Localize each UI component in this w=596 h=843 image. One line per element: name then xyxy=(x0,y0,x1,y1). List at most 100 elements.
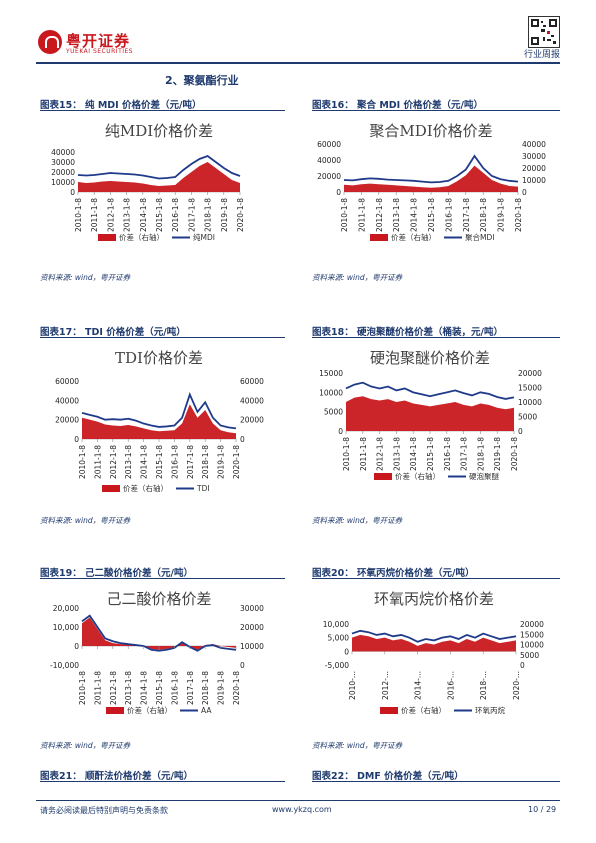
figure-22-title: 图表22： DMF 价格价差（元/吨） xyxy=(312,771,464,782)
y-right-tick-label: 60000 xyxy=(240,377,264,386)
y-right-tick-label: 15000 xyxy=(518,384,542,393)
chart-title: TDI价格价差 xyxy=(115,349,203,367)
legend-swatch-area xyxy=(106,707,124,714)
x-tick-label: 2010-1-8 xyxy=(340,198,349,232)
y-left-tick-label: 20000 xyxy=(317,172,341,181)
y-right-tick-label: 0 xyxy=(518,427,523,436)
footer-divider xyxy=(36,800,560,801)
x-tick-label: 2010-... xyxy=(348,671,357,700)
footer-website[interactable]: www.ykzq.com xyxy=(272,805,332,814)
legend-label: 聚合MDI xyxy=(465,232,494,242)
x-tick-label: 2017-1-8 xyxy=(186,445,195,479)
legend-label: 环氧丙烷 xyxy=(475,705,505,715)
x-tick-label: 2020-1-8 xyxy=(232,671,241,705)
chart-title: 环氧丙烷价格价差 xyxy=(374,590,494,608)
x-tick-label: 2010-1-8 xyxy=(342,437,351,471)
series-line-price xyxy=(77,154,241,180)
figure-20-title: 图表20： 环氧丙烷价格价差（元/吨） xyxy=(312,568,475,579)
x-tick-label: 2010-1-8 xyxy=(78,445,87,479)
legend-swatch-area xyxy=(374,473,392,480)
x-tick-label: 2014-1-8 xyxy=(409,437,418,471)
y-right-tick-label: 5000 xyxy=(518,413,537,422)
y-left-tick-label: 0 xyxy=(74,642,79,651)
y-right-tick-label: 10000 xyxy=(518,398,542,407)
y-left-tick-label: 0 xyxy=(338,427,343,436)
series-area-spread xyxy=(346,396,514,431)
y-right-tick-label: 0 xyxy=(240,435,245,444)
y-right-tick-label: 40000 xyxy=(240,396,264,405)
figure-15-source: 资料来源: wind，粤开证券 xyxy=(40,273,131,282)
x-tick-label: 2012-1-8 xyxy=(109,671,118,705)
figure-16-rule xyxy=(312,110,560,111)
x-tick-label: 2019-1-8 xyxy=(497,198,506,232)
series-line-price xyxy=(351,629,517,643)
chart-title: 聚合MDI价格价差 xyxy=(369,122,492,140)
series-area-spread xyxy=(352,634,516,652)
y-left-tick-label: 20,000 xyxy=(53,604,79,613)
legend-label: 价差（右轴） xyxy=(127,705,172,715)
x-tick-label: 2020-... xyxy=(512,671,521,700)
brand-name-en: YUEKAI SECURITIES xyxy=(66,48,134,55)
series-area-spread xyxy=(344,165,518,192)
y-left-tick-label: 30000 xyxy=(51,158,75,167)
y-left-tick-label: 40000 xyxy=(51,148,75,157)
x-tick-label: 2012-1-8 xyxy=(106,198,115,232)
y-left-tick-label: 60000 xyxy=(317,140,341,149)
figure-19-title: 图表19： 己二酸价格价差（元/吨） xyxy=(40,568,193,579)
x-tick-label: 2011-1-8 xyxy=(357,198,366,232)
x-tick-label: 2019-1-8 xyxy=(217,445,226,479)
x-tick-label: 2012-1-8 xyxy=(375,198,384,232)
y-left-tick-label: 0 xyxy=(70,188,75,197)
x-tick-label: 2017-1-8 xyxy=(460,437,469,471)
header-divider xyxy=(36,62,560,64)
y-left-tick-label: 0 xyxy=(336,188,341,197)
x-tick-label: 2013-1-8 xyxy=(123,198,132,232)
series-area-spread xyxy=(78,162,240,192)
figure-17-chart: TDI价格价差600004000020000060000400002000002… xyxy=(55,349,264,493)
series-line-price xyxy=(81,392,237,430)
legend-label: 硬泡聚醚 xyxy=(469,471,499,481)
figure-17-rule xyxy=(40,337,285,338)
x-tick-label: 2020-1-8 xyxy=(514,198,523,232)
legend-swatch-area xyxy=(370,234,388,241)
x-tick-label: 2014-... xyxy=(414,671,423,700)
x-tick-label: 2019-1-8 xyxy=(220,198,229,232)
y-left-tick-label: 0 xyxy=(344,647,349,656)
x-tick-label: 2014-1-8 xyxy=(139,198,148,232)
legend-label: TDI xyxy=(196,484,210,493)
x-tick-label: 2014-1-8 xyxy=(140,671,149,705)
legend-swatch-area xyxy=(102,485,120,492)
x-tick-label: 2012-1-8 xyxy=(376,437,385,471)
chart-title: 硬泡聚醚价格价差 xyxy=(370,349,490,367)
y-left-tick-label: 5,000 xyxy=(328,634,350,643)
x-tick-label: 2019-1-8 xyxy=(217,671,226,705)
figure-15-rule xyxy=(40,110,285,111)
series-area-spread xyxy=(82,404,236,439)
x-tick-label: 2011-1-8 xyxy=(93,445,102,479)
x-tick-label: 2013-1-8 xyxy=(392,437,401,471)
x-tick-label: 2018-... xyxy=(479,671,488,700)
y-left-tick-label: 10,000 xyxy=(323,620,349,629)
series-line-price xyxy=(81,614,237,652)
x-tick-label: 2010-1-8 xyxy=(74,198,83,232)
x-tick-label: 2012-... xyxy=(381,671,390,700)
y-left-tick-label: 40000 xyxy=(55,396,79,405)
x-tick-label: 2017-1-8 xyxy=(187,198,196,232)
x-tick-label: 2015-1-8 xyxy=(155,445,164,479)
figure-16-source: 资料来源: wind，粤开证券 xyxy=(312,273,403,282)
legend-label: 纯MDI xyxy=(193,232,215,242)
x-tick-label: 2018-1-8 xyxy=(201,445,210,479)
figure-15-title: 图表15： 纯 MDI 价格价差（元/吨） xyxy=(40,100,202,111)
figure-21-title: 图表21： 顺酐法价格价差（元/吨） xyxy=(40,771,193,782)
legend-label: 价差（右轴） xyxy=(119,232,164,242)
y-right-tick-label: 0 xyxy=(520,661,525,670)
x-tick-label: 2015-1-8 xyxy=(426,437,435,471)
x-tick-label: 2011-1-8 xyxy=(359,437,368,471)
legend-label: 价差（右轴） xyxy=(395,471,440,481)
figure-18-rule xyxy=(312,337,560,338)
y-right-tick-label: 20000 xyxy=(520,620,544,629)
figure-22-rule xyxy=(312,781,560,782)
x-tick-label: 2018-1-8 xyxy=(204,198,213,232)
y-left-tick-label: 20000 xyxy=(51,168,75,177)
